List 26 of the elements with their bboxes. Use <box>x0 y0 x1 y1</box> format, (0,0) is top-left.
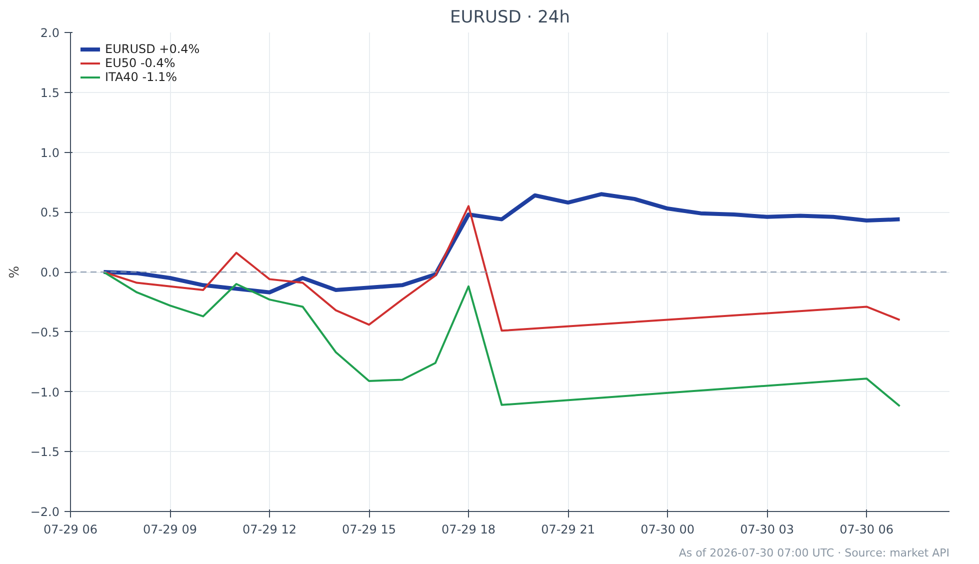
x-tick-label: 07-29 06 <box>44 522 98 536</box>
x-tick-label: 07-29 21 <box>541 522 596 536</box>
chart-title: EURUSD · 24h <box>450 8 570 28</box>
y-tick-label: −2.0 <box>30 505 60 519</box>
y-tick-label: −1.0 <box>30 385 60 400</box>
x-tick-label: 07-30 06 <box>840 522 894 536</box>
legend-label: EURUSD +0.4% <box>105 42 200 56</box>
x-tick-label: 07-29 12 <box>242 522 296 536</box>
y-tick-label: 0.5 <box>40 206 60 220</box>
text: As of 2026-07-30 07:00 UTC · Source: market API <box>678 546 950 560</box>
line-series <box>102 192 902 294</box>
line-series <box>102 271 901 408</box>
x-tick-label: 07-29 18 <box>442 522 496 536</box>
legend-label: ITA40 -1.1% <box>105 70 178 84</box>
y-tick-label: 1.0 <box>40 146 60 160</box>
y-tick-label: 0.0 <box>40 266 60 280</box>
y-tick-label: 2.0 <box>40 26 60 40</box>
x-tick-label: 07-29 09 <box>143 522 197 536</box>
x-tick-label: 07-29 15 <box>342 522 396 536</box>
x-tick-label: 07-30 00 <box>640 522 695 536</box>
y-tick-label: −1.5 <box>30 445 60 460</box>
legend-label: EU50 -0.4% <box>105 56 176 70</box>
y-tick-label: 1.5 <box>40 86 60 100</box>
y-tick-label: −0.5 <box>30 325 60 340</box>
y-axis-title: % <box>7 266 22 278</box>
x-tick-label: 07-30 03 <box>740 522 794 536</box>
